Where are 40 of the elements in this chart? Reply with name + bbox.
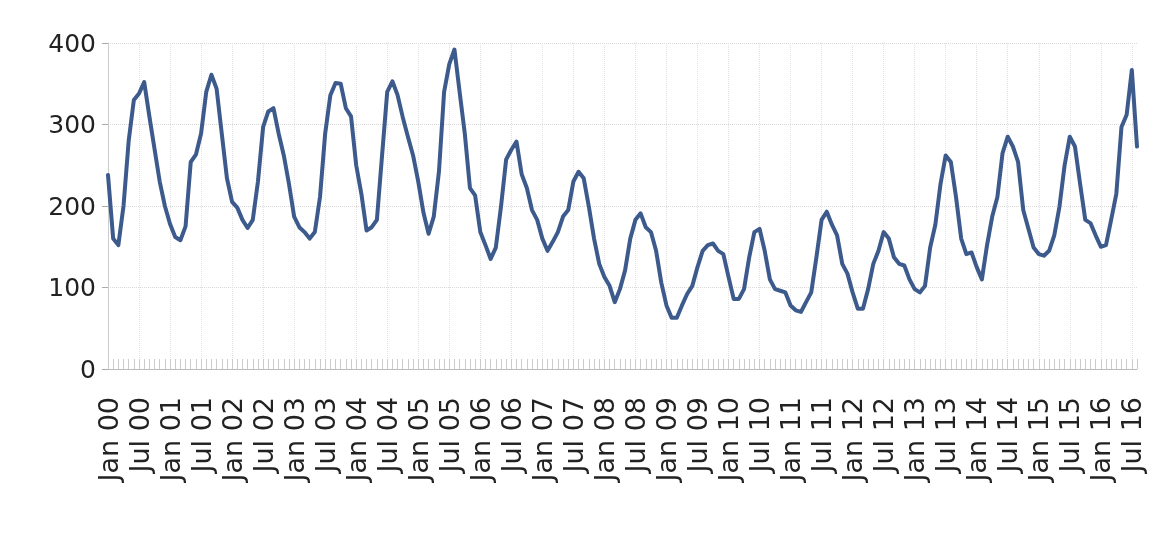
x-tick-label: Jul 02 xyxy=(247,397,279,475)
x-tick-label: Jul 10 xyxy=(744,397,776,475)
x-tick-label: Jan 08 xyxy=(588,397,620,484)
x-tick-label: Jul 07 xyxy=(557,397,589,475)
x-tick-label: Jan 07 xyxy=(526,397,558,484)
x-tick-label: Jan 14 xyxy=(961,397,993,484)
x-tick-label: Jul 03 xyxy=(309,397,341,475)
x-tick-label: Jan 06 xyxy=(464,397,496,484)
y-tick-label: 0 xyxy=(80,354,96,384)
x-tick-label: Jul 14 xyxy=(992,397,1024,475)
x-tick-label: Jul 11 xyxy=(806,397,838,475)
x-tick-label: Jan 01 xyxy=(154,397,186,484)
y-tick-label: 100 xyxy=(48,273,96,302)
x-tick-label: Jul 08 xyxy=(619,397,651,475)
x-tick-label: Jan 12 xyxy=(837,397,869,484)
x-tick-label: Jul 00 xyxy=(123,397,155,475)
x-tick-label: Jan 15 xyxy=(1023,397,1055,484)
x-tick-label: Jul 12 xyxy=(868,397,900,475)
line-series xyxy=(106,47,1139,320)
x-tick-label: Jul 06 xyxy=(495,397,527,475)
x-tick-label: Jul 16 xyxy=(1116,397,1148,475)
x-tick-label: Jan 13 xyxy=(899,397,931,484)
x-tick-label: Jan 10 xyxy=(713,397,744,484)
x-tick-label: Jul 04 xyxy=(371,397,403,475)
x-tick-label: Jan 03 xyxy=(278,397,310,484)
x-tick-label: Jan 16 xyxy=(1085,397,1117,484)
x-tick-label: Jul 01 xyxy=(185,397,217,475)
x-tick-label: Jan 05 xyxy=(402,397,434,484)
x-tick-label: Jan 02 xyxy=(216,397,248,484)
y-tick-label: 300 xyxy=(48,110,96,139)
x-tick-label: Jul 15 xyxy=(1054,397,1086,475)
x-tick-label: Jul 09 xyxy=(681,397,713,475)
y-tick-label: 400 xyxy=(48,28,96,58)
x-tick-label: Jul 05 xyxy=(433,397,465,475)
x-tick-label: Jan 09 xyxy=(650,397,682,484)
y-tick-label: 200 xyxy=(48,191,96,221)
x-tick-label: Jan 00 xyxy=(92,397,124,484)
x-tick-label: Jan 11 xyxy=(775,397,807,484)
x-tick-label: Jan 04 xyxy=(340,397,372,484)
x-tick-label: Jul 13 xyxy=(930,397,962,475)
